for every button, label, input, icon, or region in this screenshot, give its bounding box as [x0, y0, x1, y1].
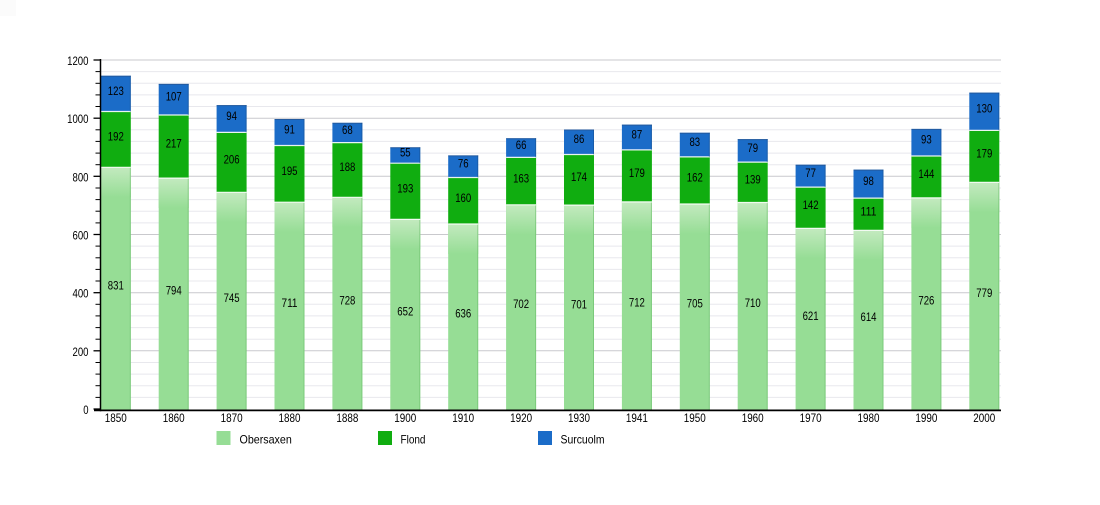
svg-text:1860: 1860 [163, 411, 185, 425]
svg-text:1970: 1970 [800, 411, 822, 425]
svg-text:217: 217 [166, 137, 182, 151]
svg-text:87: 87 [632, 127, 643, 141]
svg-text:1990: 1990 [915, 411, 937, 425]
svg-text:68: 68 [342, 123, 353, 137]
svg-text:2000: 2000 [973, 411, 995, 425]
svg-text:66: 66 [516, 138, 527, 152]
svg-text:728: 728 [339, 293, 355, 307]
svg-text:123: 123 [108, 84, 124, 98]
svg-text:1870: 1870 [221, 411, 243, 425]
svg-text:636: 636 [455, 307, 471, 321]
svg-text:55: 55 [400, 146, 411, 160]
svg-text:94: 94 [226, 109, 237, 123]
svg-text:779: 779 [976, 286, 992, 300]
svg-text:195: 195 [282, 164, 298, 178]
svg-text:160: 160 [455, 191, 471, 205]
svg-text:1941: 1941 [626, 411, 648, 425]
svg-text:600: 600 [73, 229, 89, 243]
svg-text:1888: 1888 [336, 411, 358, 425]
svg-text:107: 107 [166, 90, 182, 104]
svg-text:179: 179 [629, 166, 645, 180]
svg-text:91: 91 [284, 123, 295, 137]
svg-text:1850: 1850 [105, 411, 127, 425]
svg-text:1920: 1920 [510, 411, 532, 425]
svg-text:188: 188 [339, 160, 355, 174]
svg-text:621: 621 [803, 309, 819, 323]
svg-text:79: 79 [747, 141, 758, 155]
svg-text:705: 705 [687, 297, 703, 311]
svg-text:Surcuolm: Surcuolm [561, 433, 605, 447]
svg-text:1900: 1900 [394, 411, 416, 425]
svg-text:831: 831 [108, 278, 124, 292]
svg-text:98: 98 [863, 174, 874, 188]
svg-text:726: 726 [918, 294, 934, 308]
svg-text:144: 144 [918, 167, 934, 181]
svg-text:711: 711 [282, 296, 298, 310]
svg-text:111: 111 [861, 205, 877, 219]
svg-text:800: 800 [73, 170, 89, 184]
svg-text:0: 0 [83, 403, 89, 417]
svg-text:86: 86 [574, 132, 585, 146]
svg-text:142: 142 [803, 198, 819, 212]
svg-text:1980: 1980 [858, 411, 880, 425]
svg-text:400: 400 [73, 287, 89, 301]
svg-text:130: 130 [976, 102, 992, 116]
svg-text:614: 614 [861, 310, 877, 324]
svg-text:652: 652 [397, 304, 413, 318]
svg-text:193: 193 [397, 182, 413, 196]
svg-text:745: 745 [224, 291, 240, 305]
svg-text:1200: 1200 [67, 54, 89, 68]
svg-text:794: 794 [166, 284, 182, 298]
svg-text:Obersaxen: Obersaxen [240, 433, 292, 447]
svg-text:192: 192 [108, 130, 124, 144]
svg-text:139: 139 [745, 173, 761, 187]
svg-text:1930: 1930 [568, 411, 590, 425]
svg-text:702: 702 [513, 297, 529, 311]
svg-text:712: 712 [629, 296, 645, 310]
svg-text:206: 206 [224, 153, 240, 167]
svg-text:710: 710 [745, 296, 761, 310]
svg-text:76: 76 [458, 157, 469, 171]
svg-text:163: 163 [513, 171, 529, 185]
svg-text:1000: 1000 [67, 112, 89, 126]
svg-text:200: 200 [73, 345, 89, 359]
svg-text:701: 701 [571, 297, 587, 311]
svg-text:77: 77 [805, 166, 816, 180]
svg-text:179: 179 [976, 147, 992, 161]
svg-text:1950: 1950 [684, 411, 706, 425]
svg-text:1960: 1960 [742, 411, 764, 425]
svg-text:Flond: Flond [401, 433, 426, 447]
svg-text:1880: 1880 [279, 411, 301, 425]
svg-text:83: 83 [689, 135, 700, 149]
svg-text:162: 162 [687, 171, 703, 185]
svg-text:1910: 1910 [452, 411, 474, 425]
svg-text:174: 174 [571, 170, 587, 184]
svg-text:93: 93 [921, 133, 932, 147]
